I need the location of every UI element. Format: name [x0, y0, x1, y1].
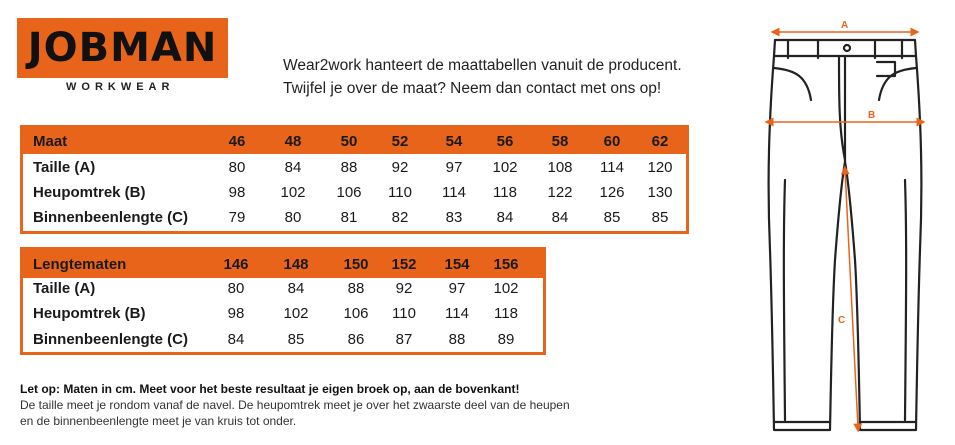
table-cell: 89	[497, 331, 515, 348]
intro-text: Wear2work hanteert de maattabellen vanui…	[283, 54, 682, 100]
table-cell: 97	[448, 280, 466, 297]
size-header-cell: 146	[223, 256, 249, 273]
table-cell: 81	[340, 209, 358, 226]
table-cell: 92	[395, 280, 413, 297]
logo-subtitle: WORKWEAR	[66, 81, 175, 93]
jobman-logo: JOBMAN	[17, 18, 228, 78]
table-cell: 102	[283, 305, 309, 322]
table-cell: 84	[227, 331, 245, 348]
table-cell: 126	[599, 184, 625, 201]
size-header-cell: 62	[651, 133, 669, 150]
table-cell: 114	[445, 305, 469, 322]
table-cell: 102	[492, 159, 518, 176]
table-cell: 110	[392, 305, 416, 322]
table-cell: 106	[336, 184, 362, 201]
row-label: Binnenbeenlengte (C)	[33, 209, 189, 226]
size-header-cell: 50	[340, 133, 358, 150]
label-b: B	[868, 110, 875, 121]
table-cell: 85	[651, 209, 669, 226]
size-header-cell: 46	[228, 133, 246, 150]
size-header-cell: 54	[445, 133, 463, 150]
pants-diagram: A B C	[764, 20, 926, 433]
table-cell: 122	[547, 184, 573, 201]
table-cell: 130	[647, 184, 673, 201]
intro-line-1: Wear2work hanteert de maattabellen vanui…	[283, 57, 682, 74]
table-cell: 120	[647, 159, 673, 176]
note-line-2: De taille meet je rondom vanaf de navel.…	[20, 398, 570, 412]
table-cell: 84	[284, 159, 302, 176]
size-table: Maat 46 48 50 52 54 56 58 60 62 Taille (A) 80 84 88 92…	[20, 125, 689, 234]
table-cell: 106	[343, 305, 369, 322]
table-cell: 85	[287, 331, 305, 348]
table-cell: 86	[347, 331, 365, 348]
size-header-cell: 58	[551, 133, 569, 150]
table-cell: 80	[228, 159, 246, 176]
table-cell: 84	[287, 280, 305, 297]
table-cell: 84	[551, 209, 569, 226]
row-label: Taille (A)	[33, 280, 96, 297]
arrow-c	[840, 165, 863, 433]
table-cell: 88	[347, 280, 365, 297]
size-header-cell: 48	[284, 133, 302, 150]
table-cell: 85	[603, 209, 621, 226]
table-cell: 102	[280, 184, 306, 201]
table-cell: 118	[493, 184, 517, 201]
size-header-cell: 52	[391, 133, 409, 150]
table-cell: 114	[442, 184, 466, 201]
table-cell: 97	[445, 159, 463, 176]
table-cell: 88	[448, 331, 466, 348]
logo-brand: JOBMAN	[27, 25, 218, 71]
size-header-cell: 152	[391, 256, 417, 273]
table-cell: 108	[547, 159, 573, 176]
table-cell: 102	[493, 280, 519, 297]
pants-outline	[767, 38, 923, 432]
table-cell: 92	[391, 159, 409, 176]
table-cell: 80	[227, 280, 245, 297]
table-cell: 87	[395, 331, 413, 348]
table-cell: 114	[600, 159, 624, 176]
table-header-label: Maat	[33, 133, 68, 150]
table-cell: 83	[445, 209, 463, 226]
table-cell: 79	[228, 209, 246, 226]
size-header-cell: 60	[603, 133, 621, 150]
table-cell: 88	[340, 159, 358, 176]
label-a: A	[841, 20, 848, 31]
note-line-3: en de binnenbeenlengte meet je van kruis…	[20, 414, 297, 428]
label-c: C	[838, 315, 845, 326]
size-header-cell: 56	[496, 133, 514, 150]
note-bold: Let op: Maten in cm. Meet voor het beste…	[20, 382, 520, 396]
table-cell: 98	[227, 305, 245, 322]
row-label: Taille (A)	[33, 159, 96, 176]
table-cell: 84	[496, 209, 514, 226]
table-cell: 82	[391, 209, 409, 226]
intro-line-2: Twijfel je over de maat? Neem dan contac…	[283, 80, 662, 97]
measurement-note: Let op: Maten in cm. Meet voor het beste…	[20, 381, 570, 429]
table-header-label: Lengtematen	[33, 256, 127, 273]
row-label: Heupomtrek (B)	[33, 184, 146, 201]
size-header-cell: 154	[444, 256, 470, 273]
length-table-header	[23, 250, 543, 278]
table-cell: 98	[228, 184, 246, 201]
row-label: Binnenbeenlengte (C)	[33, 331, 189, 348]
size-header-cell: 156	[493, 256, 519, 273]
table-cell: 80	[284, 209, 302, 226]
table-cell: 110	[388, 184, 412, 201]
size-header-cell: 148	[283, 256, 309, 273]
size-header-cell: 150	[343, 256, 369, 273]
size-table-header	[23, 128, 686, 154]
table-cell: 118	[494, 305, 518, 322]
row-label: Heupomtrek (B)	[33, 305, 146, 322]
length-table: Lengtematen 146 148 150 152 154 156 Taille (A) 8…	[20, 247, 546, 355]
